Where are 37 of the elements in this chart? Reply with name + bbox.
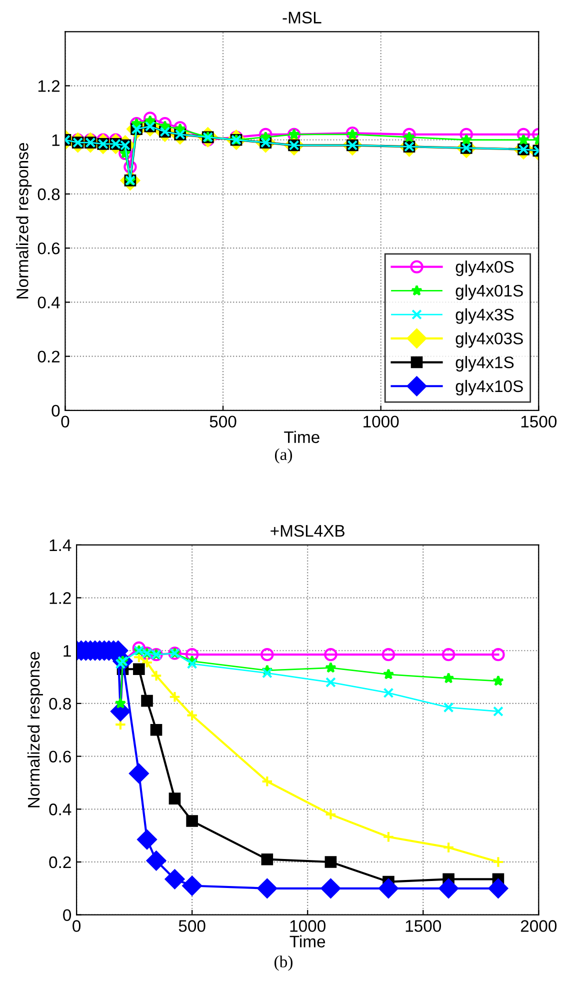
text: (b) xyxy=(274,956,292,971)
y-tick-label: 0.6 xyxy=(49,750,71,763)
legend-label: gly4x01S xyxy=(456,284,523,300)
x-tick-label: 1000 xyxy=(290,920,326,932)
y-tick-label: 0 xyxy=(52,404,60,417)
x-axis-title: Time xyxy=(290,935,326,948)
legend-label: gly4x10S xyxy=(456,380,523,396)
y-tick-label: 1.2 xyxy=(38,80,60,92)
y-axis-title: Normalized response xyxy=(16,143,32,298)
x-tick-label: 0 xyxy=(72,920,81,932)
y-tick-label: 1.2 xyxy=(50,592,71,604)
legend-label: gly4x0S xyxy=(456,260,514,276)
y-axis-title: Normalized response xyxy=(27,652,43,808)
x-tick-label: 1500 xyxy=(521,416,557,428)
x-axis-title: Time xyxy=(284,430,320,444)
x-tick-label: 1500 xyxy=(406,920,442,932)
y-tick-label: 1.4 xyxy=(50,540,72,551)
legend-label: gly4x1S xyxy=(456,356,514,372)
y-tick-label: 1 xyxy=(52,134,60,146)
chart-title: +MSL4XB xyxy=(270,524,344,537)
y-tick-label: 1 xyxy=(64,645,71,657)
legend-label: gly4x3S xyxy=(456,308,514,324)
y-tick-label: 0.4 xyxy=(49,804,72,816)
legend-label: gly4x03S xyxy=(456,332,523,348)
x-tick-label: 2000 xyxy=(520,920,557,932)
y-tick-label: 0.8 xyxy=(38,188,60,200)
text: (a) xyxy=(274,448,292,464)
x-tick-label: 1000 xyxy=(364,416,399,428)
x-tick-label: 500 xyxy=(178,920,206,932)
y-tick-label: 0.6 xyxy=(38,242,60,254)
y-tick-label: 0.2 xyxy=(38,350,60,363)
y-tick-label: 0.4 xyxy=(38,296,60,308)
x-tick-label: 500 xyxy=(210,416,236,428)
y-tick-label: 0.2 xyxy=(49,856,71,868)
y-tick-label: 0 xyxy=(63,909,72,922)
chart-title: -MSL xyxy=(282,12,322,24)
y-tick-label: 0.8 xyxy=(49,698,71,710)
